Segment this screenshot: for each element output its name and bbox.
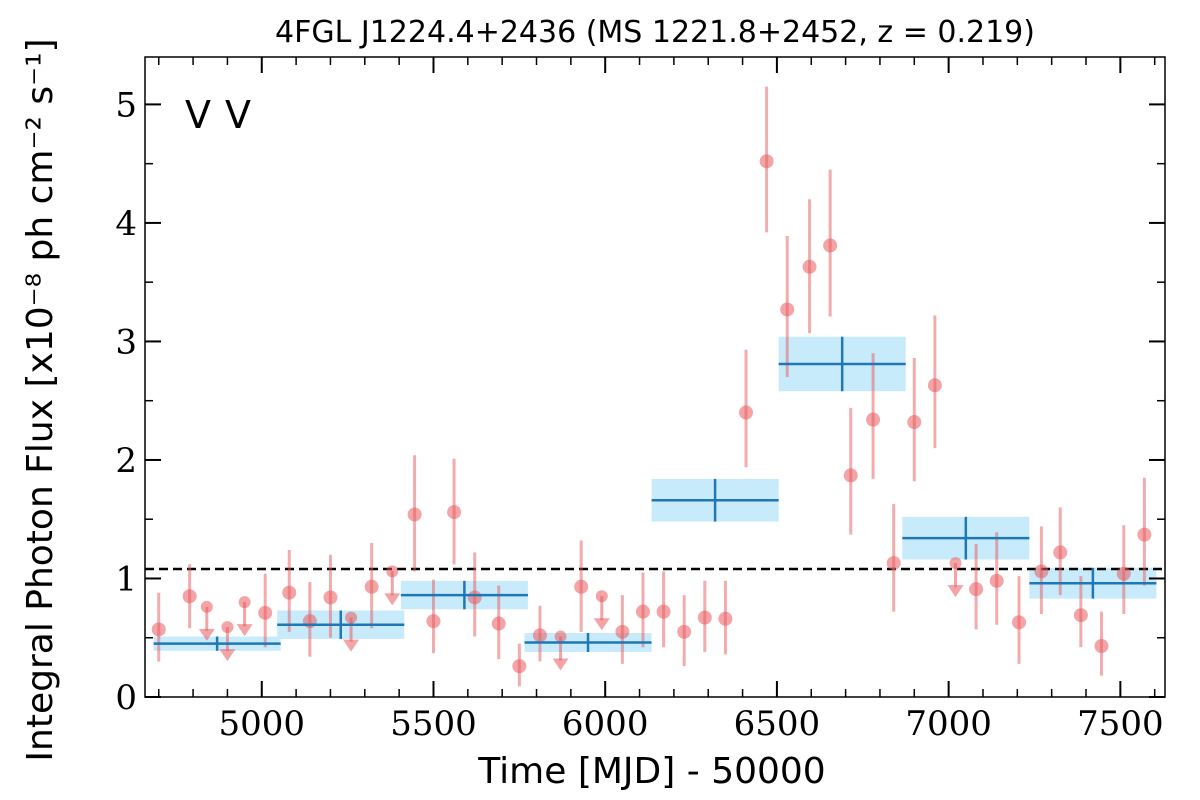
short-bin-point-47 bbox=[1137, 527, 1152, 542]
short-bin-point-6 bbox=[282, 585, 297, 600]
short-bin-point-27 bbox=[718, 611, 733, 626]
short-bin-point-14 bbox=[447, 505, 462, 520]
short-bin-point-24 bbox=[656, 604, 671, 619]
short-bin-point-18 bbox=[532, 628, 547, 643]
short-bin-point-36 bbox=[907, 415, 922, 430]
short-bin-point-1 bbox=[182, 589, 197, 604]
short-bin-point-12 bbox=[407, 507, 422, 522]
short-bin-point-31 bbox=[802, 259, 817, 274]
x-tick-label-5000: 5000 bbox=[219, 704, 306, 744]
y-axis-label: Integral Photon Flux [x10⁻⁸ ph cm⁻² s⁻¹] bbox=[20, 38, 61, 761]
upper-limit-arrow-3 bbox=[219, 649, 236, 662]
y-tick-label-3: 3 bbox=[115, 322, 137, 362]
y-tick-label-1: 1 bbox=[115, 559, 137, 599]
short-bin-point-13 bbox=[426, 614, 441, 629]
short-bin-point-17 bbox=[512, 659, 527, 674]
upper-limit-arrow-11 bbox=[384, 593, 401, 606]
short-bin-point-8 bbox=[323, 590, 338, 605]
short-bin-point-25 bbox=[677, 624, 692, 639]
x-tick-label-6500: 6500 bbox=[734, 704, 821, 744]
short-bin-point-26 bbox=[697, 610, 712, 625]
upper-limit-arrow-19 bbox=[552, 658, 569, 671]
short-bin-point-32 bbox=[823, 238, 838, 253]
y-tick-label-0: 0 bbox=[115, 678, 137, 718]
x-tick-label-7500: 7500 bbox=[1077, 704, 1164, 744]
short-bin-point-28 bbox=[739, 405, 754, 420]
short-bin-point-34 bbox=[866, 412, 881, 427]
short-bin-point-33 bbox=[843, 468, 858, 483]
plot-area: 5000 5500 6000 6500 7000 7500 0 1 2 3 4 5 bbox=[115, 56, 1166, 744]
upper-limit-arrow-38 bbox=[947, 585, 964, 598]
short-bin-point-41 bbox=[1012, 615, 1027, 630]
short-bin-point-5 bbox=[258, 605, 273, 620]
marker-v-blue: V bbox=[185, 93, 211, 137]
upper-limit-arrow-21 bbox=[593, 618, 610, 631]
short-bin-point-22 bbox=[615, 624, 630, 639]
short-bin-point-15 bbox=[467, 590, 482, 605]
short-bin-point-7 bbox=[302, 614, 317, 629]
upper-limit-arrow-2 bbox=[198, 628, 215, 641]
x-tick-label-5500: 5500 bbox=[390, 704, 477, 744]
x-tick-label-7000: 7000 bbox=[905, 704, 992, 744]
short-bin-point-46 bbox=[1116, 566, 1131, 581]
short-bin-point-42 bbox=[1034, 564, 1049, 579]
y-tick-label-4: 4 bbox=[115, 204, 137, 244]
x-tick-label-6000: 6000 bbox=[562, 704, 649, 744]
short-bin-point-45 bbox=[1094, 639, 1109, 654]
short-bin-point-0 bbox=[151, 622, 166, 637]
short-bin-point-39 bbox=[969, 582, 984, 597]
plot-frame bbox=[144, 56, 1166, 698]
short-bin-point-40 bbox=[989, 573, 1004, 588]
short-bin-point-10 bbox=[364, 579, 379, 594]
y-tick-label-2: 2 bbox=[115, 441, 137, 481]
upper-limit-arrow-4 bbox=[236, 624, 253, 637]
short-bin-point-30 bbox=[780, 302, 795, 317]
x-axis-label: Time [MJD] - 50000 bbox=[477, 751, 825, 792]
upper-limit-arrow-9 bbox=[343, 639, 360, 652]
short-bin-point-29 bbox=[759, 154, 774, 169]
short-bin-point-37 bbox=[927, 378, 942, 393]
chart-title: 4FGL J1224.4+2436 (MS 1221.8+2452, z = 0… bbox=[275, 15, 1035, 50]
short-bin-point-23 bbox=[635, 604, 650, 619]
short-bin-point-43 bbox=[1053, 545, 1068, 560]
short-bin-point-16 bbox=[491, 616, 506, 631]
y-tick-label-5: 5 bbox=[115, 85, 137, 125]
marker-v-red: V bbox=[225, 93, 251, 137]
short-bin-point-20 bbox=[574, 579, 589, 594]
short-bin-point-35 bbox=[886, 556, 901, 571]
short-bin-point-44 bbox=[1073, 608, 1088, 623]
